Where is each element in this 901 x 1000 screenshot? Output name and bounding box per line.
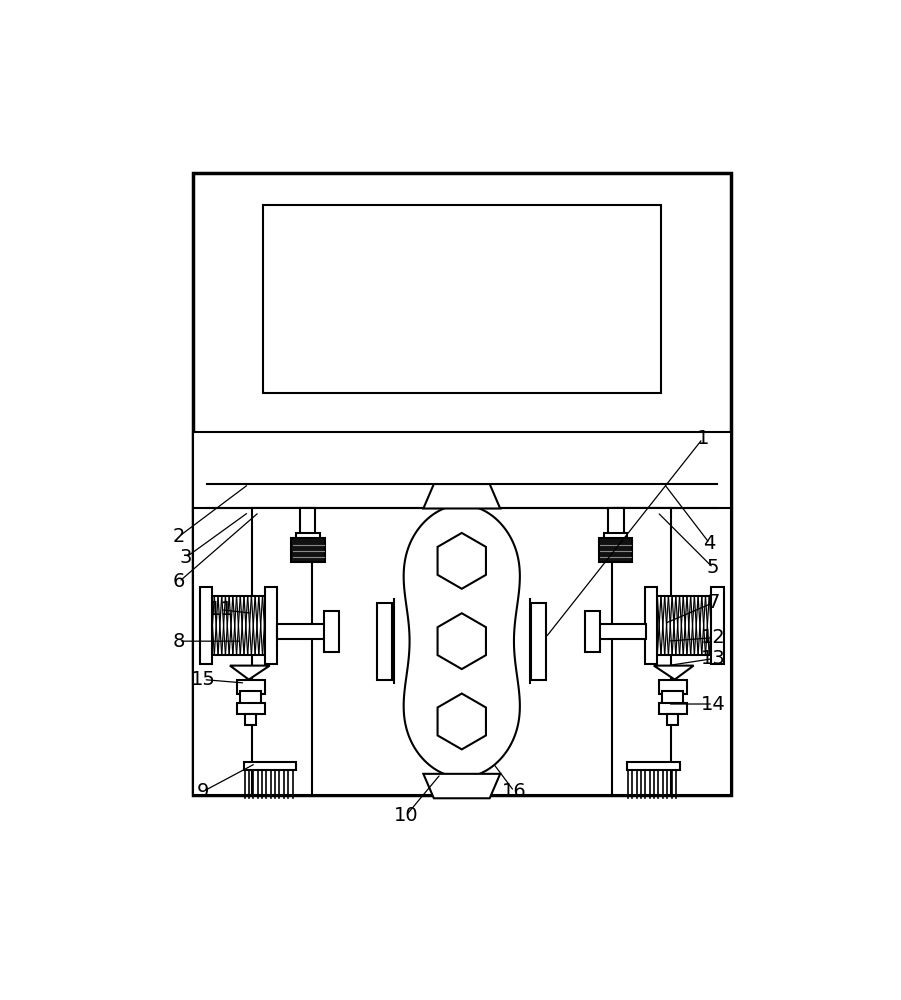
Polygon shape [654,666,694,680]
Bar [585,611,600,652]
Bar [207,596,267,655]
Polygon shape [438,613,486,669]
Text: 15: 15 [191,670,216,689]
Text: 9: 9 [197,782,210,801]
Bar [323,611,339,652]
Bar [597,624,646,639]
Bar [193,432,731,512]
Text: 5: 5 [707,558,719,577]
Bar [291,538,325,562]
Bar [200,587,213,664]
Bar [627,762,679,770]
Polygon shape [404,505,520,777]
Bar [245,714,257,725]
Bar [662,691,683,704]
Bar [604,533,627,541]
Text: 6: 6 [173,572,185,591]
Bar [598,538,633,562]
Text: 1: 1 [696,429,709,448]
Text: 3: 3 [180,548,192,567]
Bar [300,508,315,536]
Text: 10: 10 [394,806,418,825]
Bar [296,533,320,541]
Polygon shape [230,666,269,680]
Bar [241,691,261,704]
Text: 12: 12 [701,628,725,647]
Text: 7: 7 [707,593,719,612]
Bar [193,173,731,795]
Bar [531,603,546,680]
Bar [263,205,660,393]
Text: 2: 2 [173,527,185,546]
Bar [252,508,312,795]
Bar [645,587,658,664]
Text: 14: 14 [701,695,725,714]
Bar [608,508,623,536]
Polygon shape [438,533,486,589]
Polygon shape [423,484,500,508]
Bar [659,703,687,714]
Bar [193,508,731,795]
Bar [658,596,716,655]
Bar [377,603,392,680]
Bar [278,624,326,639]
Bar [265,587,278,664]
Polygon shape [438,694,486,749]
Bar [244,762,296,770]
Bar [659,680,687,694]
Bar [667,714,678,725]
Text: 11: 11 [208,600,233,619]
Text: 13: 13 [701,649,725,668]
Bar [237,703,265,714]
Text: 16: 16 [502,782,526,801]
Bar [711,587,724,664]
Bar [237,680,265,694]
Bar [612,508,671,795]
Polygon shape [423,774,500,798]
Text: 8: 8 [173,632,185,651]
Text: 4: 4 [704,534,715,553]
